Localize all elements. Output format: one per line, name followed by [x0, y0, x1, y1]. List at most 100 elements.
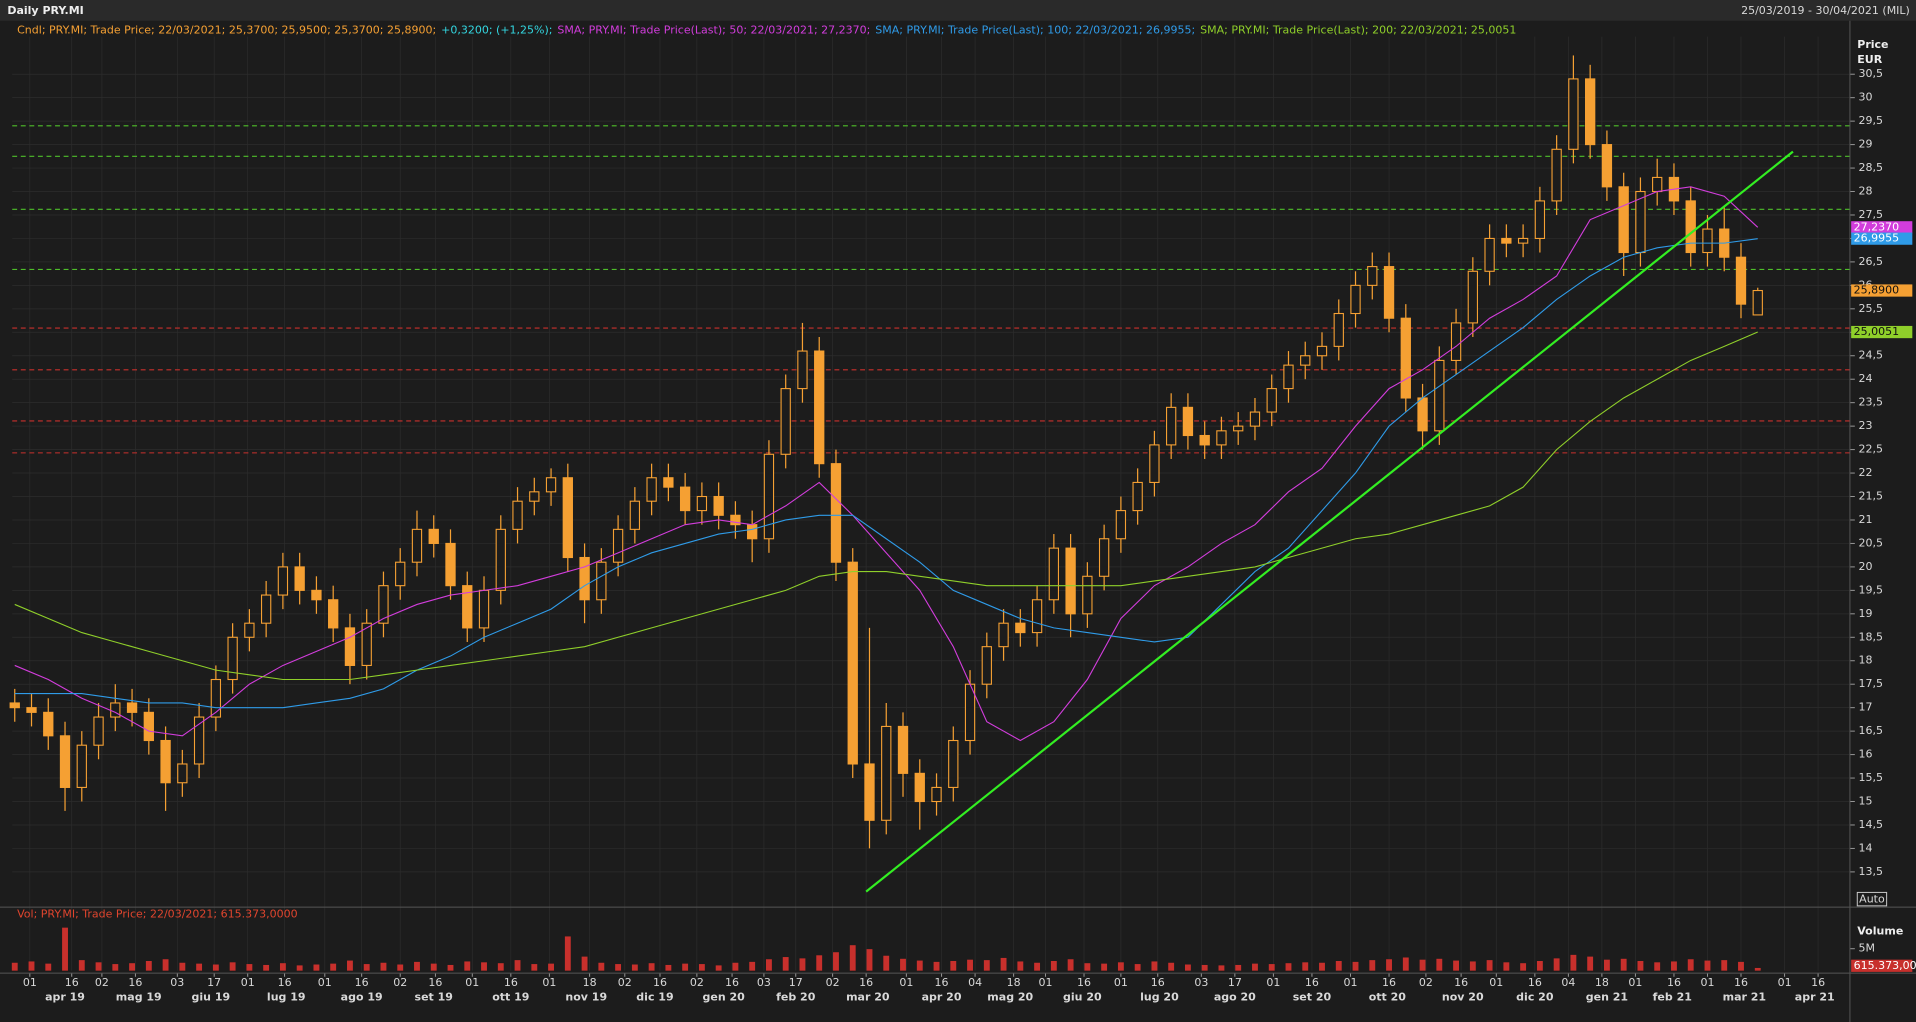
- x-tick-label: 01: [899, 976, 913, 989]
- candle-body: [1350, 284, 1361, 315]
- candle-body: [1484, 237, 1495, 272]
- y-axis-unit: EUR: [1857, 53, 1882, 66]
- candle-body: [1635, 190, 1646, 254]
- x-tick-label: 16: [128, 976, 142, 989]
- candle-body: [160, 739, 171, 784]
- y-axis-title: Price: [1857, 38, 1888, 51]
- month-label: feb 20: [776, 991, 816, 1004]
- last-value-label: 25,0051: [1854, 325, 1900, 338]
- x-tick-label: 16: [653, 976, 667, 989]
- volume-bar: [648, 963, 655, 971]
- candle-body: [1233, 425, 1244, 432]
- candle-body: [579, 556, 590, 601]
- month-label: ott 19: [492, 991, 529, 1004]
- candle-body: [1685, 200, 1696, 254]
- y-tick-label: 18,5: [1858, 630, 1883, 643]
- y-tick-label: 30: [1858, 91, 1872, 104]
- volume-bar: [1436, 958, 1443, 971]
- auto-button[interactable]: [1856, 891, 1888, 907]
- volume-bar: [330, 963, 337, 971]
- volume-bar: [212, 964, 219, 971]
- last-value-label: 25,8900: [1854, 284, 1900, 297]
- candle-body: [1199, 434, 1210, 446]
- volume-bar: [1637, 961, 1644, 971]
- volume-bar: [162, 959, 169, 971]
- candle-body: [445, 542, 456, 587]
- x-tick-label: 02: [826, 976, 840, 989]
- x-tick-label: 16: [1151, 976, 1165, 989]
- candle-body: [462, 585, 473, 629]
- volume-bar: [1218, 965, 1225, 971]
- x-tick-label: 16: [1077, 976, 1091, 989]
- candle-body: [679, 486, 691, 512]
- volume-bar: [732, 962, 739, 971]
- x-tick-label: 16: [1454, 976, 1468, 989]
- candle-body: [747, 524, 758, 540]
- legend-entry: SMA; PRY.MI; Trade Price(Last); 100; 22/…: [875, 24, 1195, 37]
- volume-bar: [1419, 959, 1426, 971]
- candle-body: [1149, 444, 1160, 483]
- volume-bar: [1503, 962, 1510, 971]
- candle-body: [126, 702, 138, 713]
- x-tick-label: 01: [465, 976, 479, 989]
- candle-body: [1584, 78, 1596, 146]
- volume-bar: [1587, 956, 1594, 971]
- candle-body: [1065, 547, 1076, 615]
- volume-bar: [447, 964, 454, 971]
- y-tick-label: 19: [1858, 607, 1872, 620]
- volume-bar: [514, 960, 521, 971]
- volume-bar: [1738, 961, 1744, 971]
- auto-button-label[interactable]: Auto: [1859, 893, 1885, 906]
- x-tick-label: 02: [1419, 976, 1433, 989]
- volume-bar: [1486, 960, 1493, 971]
- volume-bar: [11, 962, 18, 971]
- volume-bar: [112, 964, 119, 971]
- candle-body: [59, 735, 71, 788]
- volume-bar: [1067, 959, 1074, 971]
- candle-body: [495, 528, 506, 591]
- x-tick-label: 16: [859, 976, 873, 989]
- month-label: lug 19: [267, 991, 306, 1004]
- candle-body: [1166, 406, 1177, 446]
- volume-bar: [1268, 964, 1275, 971]
- candle-body: [260, 594, 272, 624]
- candle-body: [1132, 481, 1143, 512]
- x-tick-label: 02: [95, 976, 109, 989]
- candle-body: [1082, 575, 1093, 615]
- x-tick-label: 16: [1382, 976, 1396, 989]
- candle-body: [294, 566, 305, 591]
- x-tick-label: 16: [1667, 976, 1681, 989]
- last-value-tag: [1851, 325, 1913, 339]
- volume-bar: [1134, 964, 1141, 971]
- candle-body: [1182, 406, 1194, 437]
- volume-bar: [1620, 958, 1627, 971]
- candle-body: [814, 350, 825, 465]
- candle-body: [1098, 538, 1110, 577]
- candle-body: [1618, 186, 1629, 254]
- candle-body: [646, 477, 657, 502]
- volume-bar: [1050, 961, 1057, 971]
- candle-body: [864, 763, 875, 821]
- last-value-tag: [1851, 284, 1913, 297]
- candle-body: [562, 477, 573, 559]
- x-tick-label: 16: [355, 976, 369, 989]
- y-tick-label: 20: [1858, 560, 1872, 573]
- volume-bar: [900, 958, 906, 971]
- candle-body: [1115, 510, 1127, 540]
- x-tick-label: 17: [207, 976, 221, 989]
- candle-body: [780, 388, 791, 455]
- volume-bar: [246, 964, 253, 971]
- volume-title: Vol; PRY.MI; Trade Price; 22/03/2021; 61…: [17, 907, 298, 920]
- y-tick-label: 15,5: [1858, 771, 1883, 784]
- month-label: giu 20: [1063, 991, 1102, 1004]
- volume-bar: [347, 960, 353, 971]
- candle-body: [1652, 176, 1663, 193]
- x-tick-label: 18: [583, 976, 597, 989]
- month-label: feb 21: [1653, 991, 1692, 1004]
- volume-bar: [665, 964, 672, 971]
- volume-bar: [531, 964, 538, 971]
- legend: Cndl; PRY.MI; Trade Price; 22/03/2021; 2…: [17, 24, 1516, 37]
- candle-body: [897, 725, 909, 774]
- plot: [9, 55, 1850, 971]
- y-tick-label: 26,5: [1858, 255, 1883, 268]
